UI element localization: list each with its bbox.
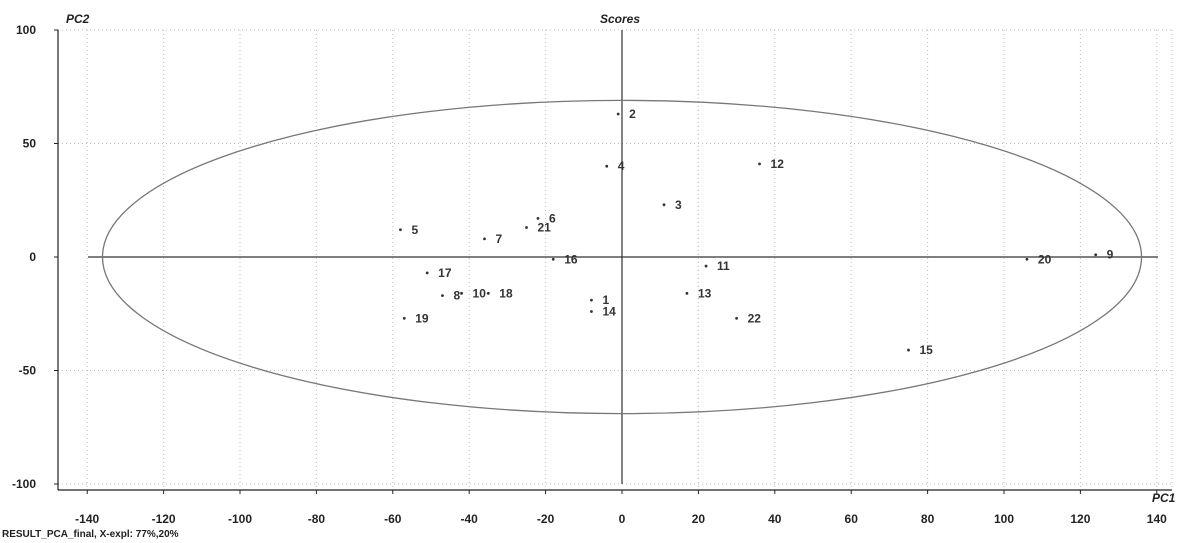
score-point-label: 18 <box>499 286 513 300</box>
grid <box>58 29 1173 490</box>
score-point: 11 <box>704 259 730 273</box>
score-point-marker <box>460 291 463 295</box>
score-point-marker <box>590 310 593 313</box>
x-tick-label: 20 <box>692 512 706 526</box>
y-tick-label: 100 <box>16 23 36 37</box>
score-point-marker <box>425 271 429 275</box>
score-point-label: 11 <box>717 259 730 273</box>
score-point-label: 12 <box>771 157 785 171</box>
score-point-label: 22 <box>748 311 762 325</box>
score-point-marker <box>1025 257 1029 261</box>
center-axes <box>88 30 1158 484</box>
score-point-label: 15 <box>920 343 934 357</box>
x-tick-labels: -140 -120 -100 -80 -60 -40 -20 0 20 40 60 80 100 120 1… <box>75 490 1167 526</box>
score-point-label: 7 <box>495 232 502 246</box>
score-point-label: 5 <box>411 223 418 237</box>
y-tick-label: 0 <box>29 250 36 264</box>
y-tick-label: 50 <box>23 137 37 151</box>
x-tick-label: -120 <box>152 512 176 526</box>
score-point: 12 <box>758 157 784 171</box>
score-point-label: 8 <box>453 289 460 303</box>
y-tick-label: -50 <box>19 364 37 378</box>
score-point: 21 <box>525 220 551 234</box>
x-tick-label: -20 <box>537 512 555 526</box>
score-point-marker <box>402 316 406 320</box>
score-point-label: 3 <box>675 198 682 212</box>
score-point-label: 16 <box>564 252 578 266</box>
y-tick-label: -100 <box>12 477 36 491</box>
x-tick-label: 140 <box>1147 512 1167 526</box>
score-point-marker <box>662 203 666 207</box>
score-point-marker <box>486 291 490 295</box>
x-tick-label: -80 <box>308 512 326 526</box>
score-point-marker <box>483 237 486 241</box>
y-axis-label: PC2 <box>66 12 90 26</box>
result-caption: RESULT_PCA_final, X-expl: 77%,20% <box>2 529 179 540</box>
x-tick-label: -40 <box>461 512 479 526</box>
score-point-marker <box>605 164 609 168</box>
score-point-marker <box>704 264 708 268</box>
score-point: 5 <box>399 223 418 237</box>
score-point: 9 <box>1094 248 1114 262</box>
score-point: 3 <box>662 198 682 212</box>
score-point-label: 2 <box>629 107 636 121</box>
score-point-label: 14 <box>602 304 616 318</box>
x-tick-label: -100 <box>228 512 252 526</box>
score-point: 4 <box>605 159 625 173</box>
x-tick-label: 120 <box>1070 512 1090 526</box>
score-point-label: 6 <box>549 211 556 225</box>
score-point-label: 4 <box>618 159 625 173</box>
score-point: 16 <box>551 252 578 266</box>
x-tick-label: -140 <box>75 512 99 526</box>
confidence-ellipse <box>101 99 1143 415</box>
score-point-marker <box>525 226 528 229</box>
score-point-label: 9 <box>1107 248 1114 262</box>
score-point-marker <box>551 257 555 261</box>
x-axis-label: PC1 <box>1152 491 1176 505</box>
score-point-marker <box>735 316 738 320</box>
score-point: 18 <box>486 286 513 300</box>
score-point: 6 <box>536 211 556 225</box>
score-point: 17 <box>425 266 452 280</box>
score-point: 14 <box>590 304 616 318</box>
score-point-marker <box>399 228 402 232</box>
score-point-label: 20 <box>1038 252 1052 266</box>
x-tick-label: 100 <box>994 512 1014 526</box>
score-point-label: 19 <box>415 311 429 325</box>
score-point: 20 <box>1025 252 1052 266</box>
score-point-label: 10 <box>473 286 487 300</box>
score-point-label: 21 <box>538 220 552 234</box>
score-point-marker <box>536 217 540 220</box>
score-point-label: 17 <box>438 266 452 280</box>
score-point-marker <box>616 112 620 116</box>
score-point-marker <box>590 298 593 302</box>
x-tick-label: 40 <box>768 512 782 526</box>
x-tick-label: -60 <box>384 512 402 526</box>
score-point-marker <box>685 291 689 295</box>
score-point: 13 <box>685 286 712 300</box>
score-point: 1 <box>590 293 609 307</box>
score-point-marker <box>441 294 444 297</box>
score-point: 8 <box>441 289 460 303</box>
score-point: 2 <box>616 107 636 121</box>
x-tick-label: 0 <box>619 512 626 526</box>
y-tick-labels: 100 50 0 -50 -100 <box>12 23 58 491</box>
score-point-label: 1 <box>602 293 609 307</box>
score-point-marker <box>758 162 761 166</box>
x-tick-label: 60 <box>845 512 859 526</box>
score-point-marker <box>907 348 910 352</box>
score-point: 19 <box>402 311 429 325</box>
score-point: 22 <box>735 311 761 325</box>
score-point: 15 <box>907 343 933 357</box>
plot-frame <box>57 30 1172 491</box>
score-point: 10 <box>460 286 486 300</box>
score-point-label: 13 <box>698 286 712 300</box>
x-tick-label: 80 <box>921 512 935 526</box>
score-point-marker <box>1094 253 1098 257</box>
chart-title: Scores <box>600 12 640 26</box>
score-point: 7 <box>483 232 502 246</box>
